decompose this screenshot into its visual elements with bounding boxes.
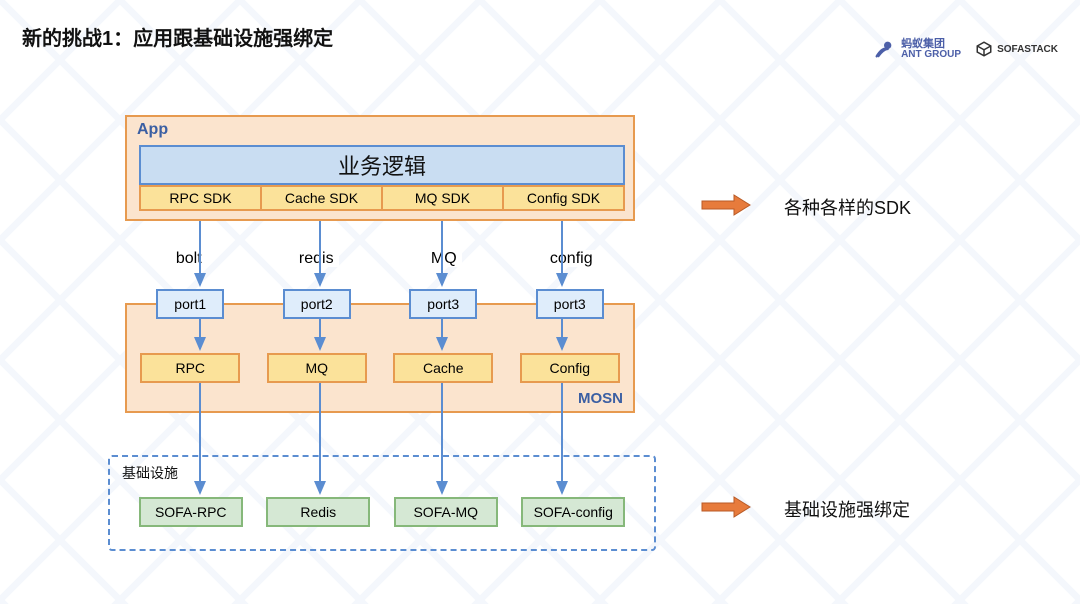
components-row: RPC MQ Cache Config <box>127 353 633 383</box>
sdk-box: RPC SDK <box>139 185 262 211</box>
infra-box: SOFA-config <box>521 497 625 527</box>
annotation-arrow-infra <box>700 495 752 519</box>
ant-logo-en: ANT GROUP <box>901 50 961 60</box>
sdk-box: Config SDK <box>504 185 625 211</box>
app-label: App <box>137 121 168 139</box>
protocol-labels-row: bolt redis MQ config <box>125 250 635 268</box>
sofastack-logo: SOFASTACK <box>975 40 1058 58</box>
infra-box: Redis <box>266 497 370 527</box>
page-title: 新的挑战1：应用跟基础设施强绑定 <box>22 22 333 51</box>
infra-label: 基础设施 <box>122 463 178 483</box>
component-box: RPC <box>140 353 240 383</box>
component-box: Config <box>520 353 620 383</box>
business-logic-box: 业务逻辑 <box>139 145 625 185</box>
ant-icon <box>873 38 895 60</box>
annotation-arrow-sdk <box>700 193 752 217</box>
app-container: App 业务逻辑 RPC SDKCache SDKMQ SDKConfig SD… <box>125 115 635 221</box>
protocol-label: bolt <box>139 250 239 268</box>
sofastack-icon <box>975 40 993 58</box>
component-box: MQ <box>267 353 367 383</box>
port-box: port3 <box>409 289 477 319</box>
mosn-container: port1port2port3port3 RPCMQCacheConfig MO… <box>125 303 635 413</box>
port-box: port3 <box>536 289 604 319</box>
component-box: Cache <box>393 353 493 383</box>
protocol-label: MQ <box>394 250 494 268</box>
infra-box: SOFA-RPC <box>139 497 243 527</box>
mosn-label: MOSN <box>578 390 623 407</box>
annotation-infra: 基础设施强绑定 <box>784 496 910 522</box>
port-box: port2 <box>283 289 351 319</box>
sdk-row: RPC SDKCache SDKMQ SDKConfig SDK <box>139 185 625 211</box>
protocol-label: config <box>521 250 621 268</box>
ant-logo-cn: 蚂蚁集团 <box>901 39 961 50</box>
ports-row: port1 port2 port3 port3 <box>127 289 633 319</box>
protocol-label: redis <box>266 250 366 268</box>
annotation-sdk: 各种各样的SDK <box>784 194 911 220</box>
port-box: port1 <box>156 289 224 319</box>
sdk-box: MQ SDK <box>383 185 504 211</box>
logos: 蚂蚁集团 ANT GROUP SOFASTACK <box>873 38 1058 60</box>
infra-container: 基础设施 SOFA-RPC Redis SOFA-MQ SOFA-config <box>108 455 656 551</box>
infra-box: SOFA-MQ <box>394 497 498 527</box>
ant-group-logo: 蚂蚁集团 ANT GROUP <box>873 38 961 60</box>
infra-row: SOFA-RPC Redis SOFA-MQ SOFA-config <box>127 497 637 527</box>
sofastack-label: SOFASTACK <box>997 44 1058 55</box>
sdk-box: Cache SDK <box>262 185 383 211</box>
